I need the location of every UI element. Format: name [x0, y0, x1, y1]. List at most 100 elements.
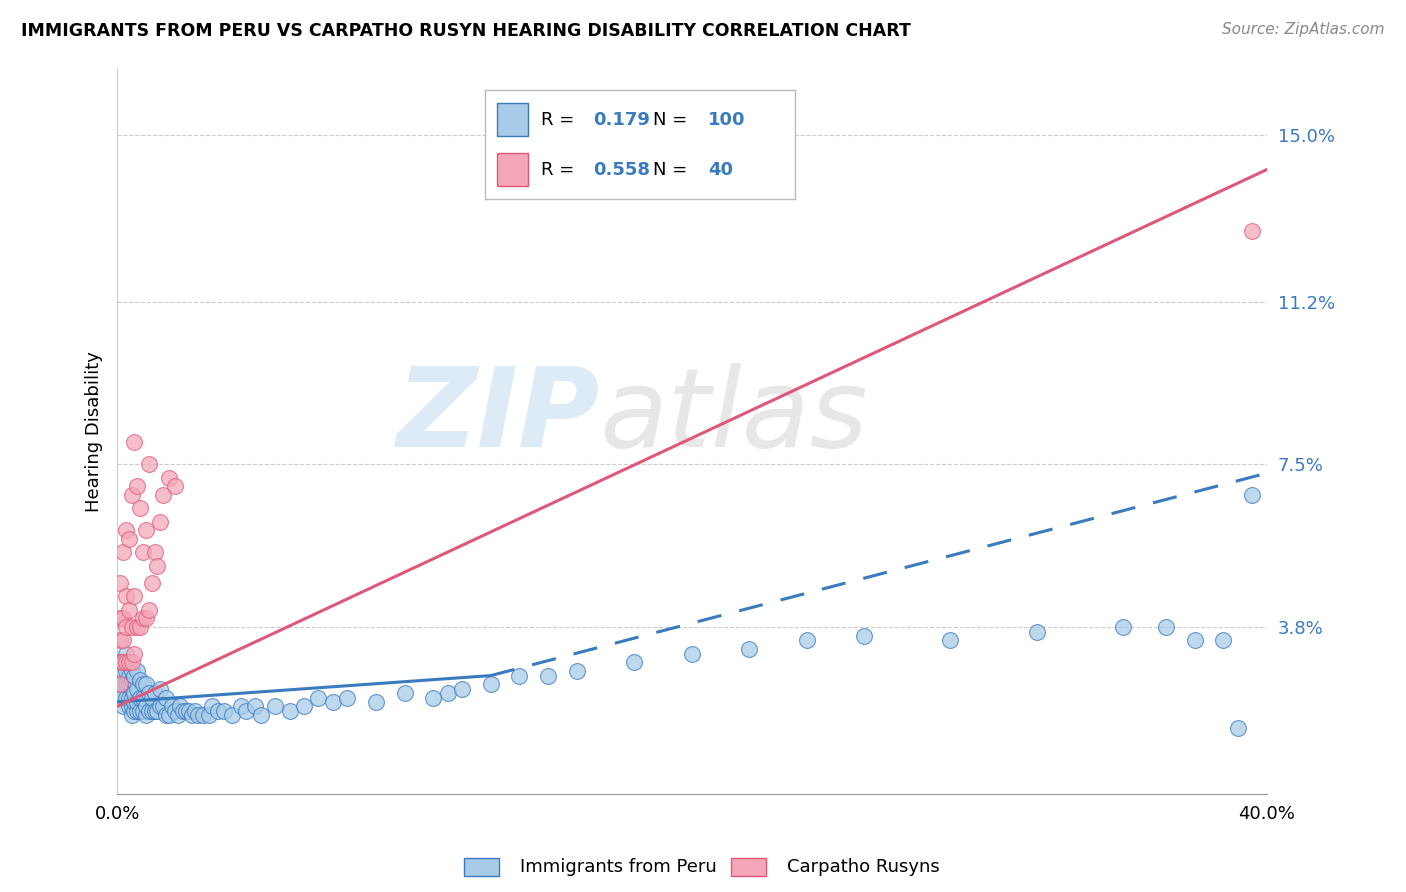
Point: [243, 699, 266, 714]
Point: [124, 686, 146, 700]
Point: [146, 558, 169, 573]
Point: [124, 704, 146, 718]
Point: [155, 690, 177, 705]
Point: [143, 686, 166, 700]
Point: [292, 699, 315, 714]
Point: [149, 681, 172, 696]
Point: [111, 656, 134, 670]
Point: [118, 533, 141, 547]
Point: [132, 677, 155, 691]
Point: [157, 708, 180, 723]
Point: [135, 524, 157, 538]
Point: [127, 664, 149, 678]
Point: [138, 458, 160, 472]
Point: [121, 681, 143, 696]
Point: [1112, 620, 1135, 634]
Point: [1241, 488, 1264, 502]
Text: atlas: atlas: [600, 363, 869, 470]
Point: [278, 704, 301, 718]
Text: IMMIGRANTS FROM PERU VS CARPATHO RUSYN HEARING DISABILITY CORRELATION CHART: IMMIGRANTS FROM PERU VS CARPATHO RUSYN H…: [21, 22, 911, 40]
Point: [141, 690, 163, 705]
Point: [127, 704, 149, 718]
Point: [108, 633, 131, 648]
Point: [108, 576, 131, 591]
Point: [114, 656, 136, 670]
Point: [796, 633, 818, 648]
Point: [111, 677, 134, 691]
Point: [129, 690, 152, 705]
Point: [129, 620, 152, 634]
Point: [121, 620, 143, 634]
Point: [108, 656, 131, 670]
Point: [193, 708, 215, 723]
Point: [184, 704, 207, 718]
Point: [146, 704, 169, 718]
Point: [508, 668, 530, 682]
Point: [118, 668, 141, 682]
Point: [681, 647, 703, 661]
Point: [118, 677, 141, 691]
Point: [1226, 722, 1249, 736]
Point: [149, 699, 172, 714]
Point: [111, 664, 134, 678]
Point: [118, 690, 141, 705]
Point: [163, 704, 186, 718]
Point: [124, 668, 146, 682]
Point: [124, 435, 146, 450]
Point: [141, 576, 163, 591]
Point: [565, 664, 588, 678]
Point: [118, 656, 141, 670]
Point: [121, 664, 143, 678]
Point: [124, 695, 146, 709]
Point: [114, 620, 136, 634]
Point: [451, 681, 474, 696]
Point: [118, 656, 141, 670]
Point: [132, 545, 155, 559]
Point: [121, 673, 143, 687]
Point: [129, 704, 152, 718]
Point: [264, 699, 287, 714]
Point: [436, 686, 458, 700]
Point: [121, 690, 143, 705]
Point: [108, 656, 131, 670]
Point: [152, 699, 174, 714]
Point: [111, 545, 134, 559]
Point: [157, 470, 180, 484]
Text: Carpatho Rusyns: Carpatho Rusyns: [787, 858, 941, 876]
Text: Immigrants from Peru: Immigrants from Peru: [520, 858, 717, 876]
Point: [127, 681, 149, 696]
Point: [111, 633, 134, 648]
Point: [138, 704, 160, 718]
Point: [229, 699, 252, 714]
Point: [138, 686, 160, 700]
Point: [172, 704, 194, 718]
Point: [108, 677, 131, 691]
Point: [135, 611, 157, 625]
Point: [111, 699, 134, 714]
Point: [322, 695, 344, 709]
Point: [169, 699, 191, 714]
Point: [939, 633, 962, 648]
Point: [422, 690, 444, 705]
Point: [537, 668, 560, 682]
Point: [135, 699, 157, 714]
Point: [111, 656, 134, 670]
Text: ZIP: ZIP: [396, 363, 600, 470]
Point: [149, 515, 172, 529]
Point: [121, 488, 143, 502]
Y-axis label: Hearing Disability: Hearing Disability: [86, 351, 103, 512]
Point: [163, 479, 186, 493]
Point: [114, 664, 136, 678]
Point: [364, 695, 387, 709]
Point: [174, 704, 197, 718]
Point: [479, 677, 502, 691]
Point: [129, 501, 152, 516]
Point: [152, 488, 174, 502]
Point: [118, 699, 141, 714]
Point: [114, 690, 136, 705]
Point: [177, 704, 200, 718]
Point: [121, 699, 143, 714]
Point: [108, 611, 131, 625]
Point: [108, 690, 131, 705]
Point: [124, 647, 146, 661]
